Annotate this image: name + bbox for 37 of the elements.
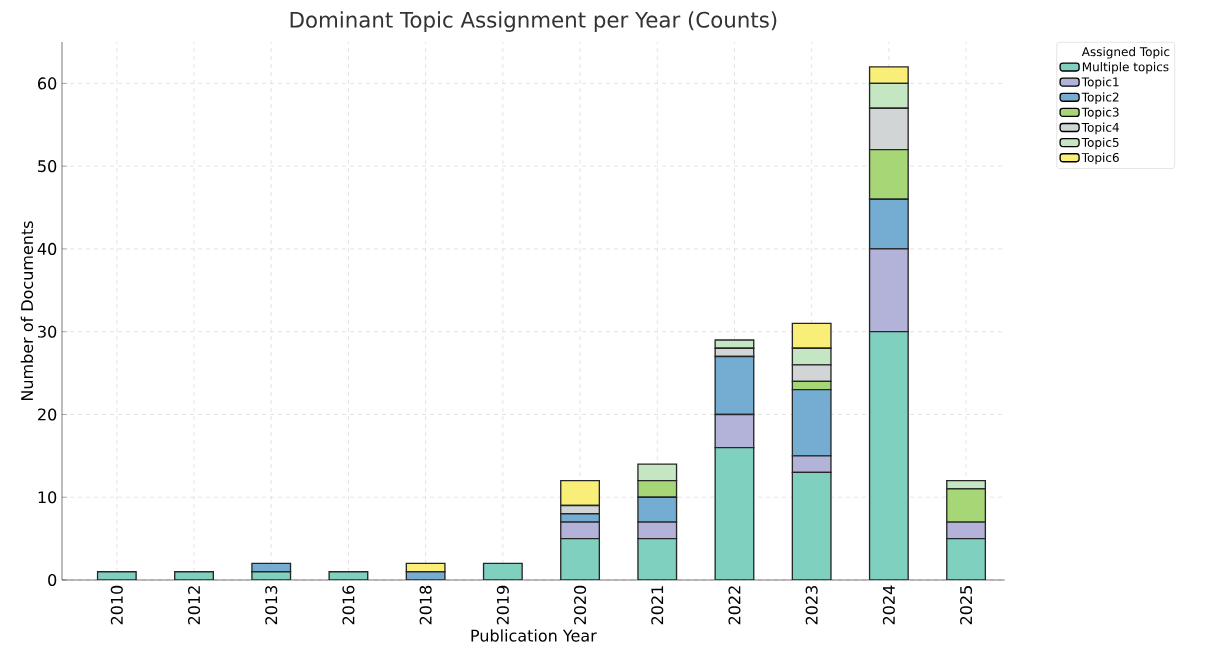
bar: [482, 562, 523, 580]
bar: [328, 571, 369, 580]
x-axis-title: Publication Year: [471, 629, 597, 642]
y-tick-label: 50: [38, 160, 57, 173]
legend-label: Topic6: [1081, 152, 1119, 165]
y-tick-label: 20: [38, 408, 57, 421]
legend-label: Topic4: [1081, 122, 1119, 135]
x-tick-label: 2020: [573, 585, 587, 625]
bar: [791, 388, 832, 457]
legend-label: Topic2: [1081, 92, 1119, 104]
x-tick-label: 2016: [342, 585, 355, 625]
x-tick-label: 2021: [651, 586, 664, 625]
legend-label: Multiple topics: [1082, 62, 1169, 74]
y-tick-label: 0: [48, 573, 57, 587]
x-tick-label: 2022: [728, 586, 741, 625]
y-tick-label: 10: [38, 491, 57, 504]
x-tick-label: 2019: [496, 585, 509, 625]
y-tick-label: 30: [38, 325, 57, 338]
legend-label: Topic5: [1081, 137, 1119, 150]
x-tick-label: 2018: [419, 585, 432, 625]
legend-label: Topic3: [1081, 107, 1119, 120]
legend-title: Assigned Topic: [1081, 46, 1170, 59]
x-tick-label: 2023: [805, 586, 818, 625]
y-axis-title: Number of Documents: [20, 221, 34, 400]
x-tick-label: 2010: [110, 585, 123, 625]
x-tick-label: 2024: [882, 585, 895, 625]
y-tick-label: 60: [38, 77, 57, 90]
x-tick-label: 2012: [187, 586, 201, 625]
chart-title: Dominant Topic Assignment per Year (Counts): [290, 11, 777, 32]
x-tick-label: 2025: [960, 586, 973, 625]
bar: [868, 198, 909, 250]
bar: [174, 571, 214, 580]
y-tick-label: 40: [37, 242, 57, 255]
bar: [714, 355, 755, 416]
legend-label: Topic1: [1081, 77, 1119, 89]
bar: [96, 571, 137, 580]
x-tick-label: 2013: [265, 586, 278, 625]
